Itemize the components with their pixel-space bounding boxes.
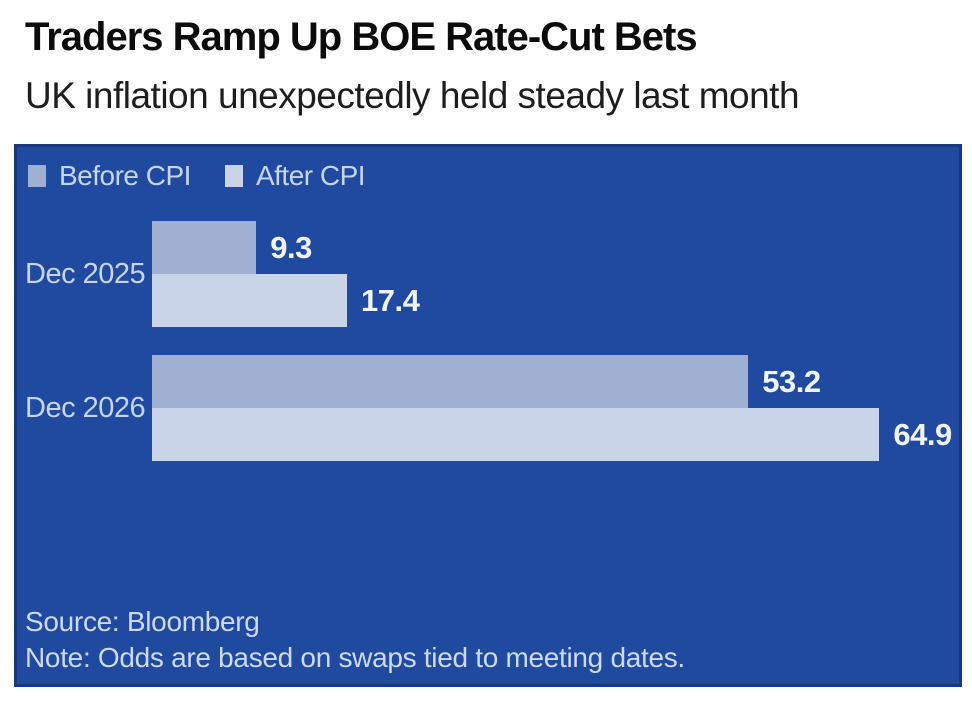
bar-after-cpi-dec-2026 — [152, 408, 880, 462]
bar-group-dec-2026: Dec 2026 53.2 64.9 — [17, 355, 959, 462]
note-line: Note: Odds are based on swaps tied to me… — [25, 641, 685, 673]
legend-item-before-cpi: Before CPI — [28, 159, 191, 192]
legend-item-after-cpi: After CPI — [224, 159, 366, 192]
legend-swatch-before-cpi-icon — [28, 164, 46, 187]
chart-header: Traders Ramp Up BOE Rate-Cut Bets UK inf… — [0, 0, 972, 118]
value-label-after-cpi-dec-2025: 17.4 — [361, 282, 420, 318]
chart-title: Traders Ramp Up BOE Rate-Cut Bets — [25, 15, 698, 59]
category-label-dec-2025: Dec 2025 — [25, 257, 146, 290]
chart-subtitle: UK inflation unexpectedly held steady la… — [25, 75, 800, 116]
bar-after-cpi-dec-2025 — [152, 274, 348, 328]
bar-row: 53.2 — [152, 355, 959, 409]
bars-dec-2026: 53.2 64.9 — [152, 355, 959, 462]
value-label-after-cpi-dec-2026: 64.9 — [893, 416, 952, 452]
value-label-before-cpi-dec-2025: 9.3 — [270, 229, 312, 265]
category-label-dec-2026: Dec 2026 — [25, 391, 146, 424]
bar-chart: Dec 2025 9.3 17.4 Dec 2026 — [17, 221, 959, 462]
value-label-before-cpi-dec-2026: 53.2 — [762, 363, 821, 399]
bars-dec-2025: 9.3 17.4 — [152, 221, 959, 328]
bar-row: 9.3 — [152, 221, 959, 275]
legend-label-before-cpi: Before CPI — [59, 159, 191, 191]
bar-group-dec-2025: Dec 2025 9.3 17.4 — [17, 221, 959, 328]
bar-row: 64.9 — [152, 408, 959, 462]
source-line: Source: Bloomberg — [25, 605, 260, 637]
bar-row: 17.4 — [152, 274, 959, 328]
bar-before-cpi-dec-2025 — [152, 221, 257, 275]
legend-swatch-after-cpi-icon — [224, 164, 243, 187]
bar-before-cpi-dec-2026 — [152, 355, 749, 409]
chart-footer: Source: Bloomberg Note: Odds are based o… — [17, 604, 959, 684]
legend-label-after-cpi: After CPI — [255, 159, 366, 191]
chart-legend: Before CPI After CPI — [17, 147, 959, 192]
chart-panel: Before CPI After CPI Dec 2025 9.3 17.4 — [14, 143, 962, 687]
